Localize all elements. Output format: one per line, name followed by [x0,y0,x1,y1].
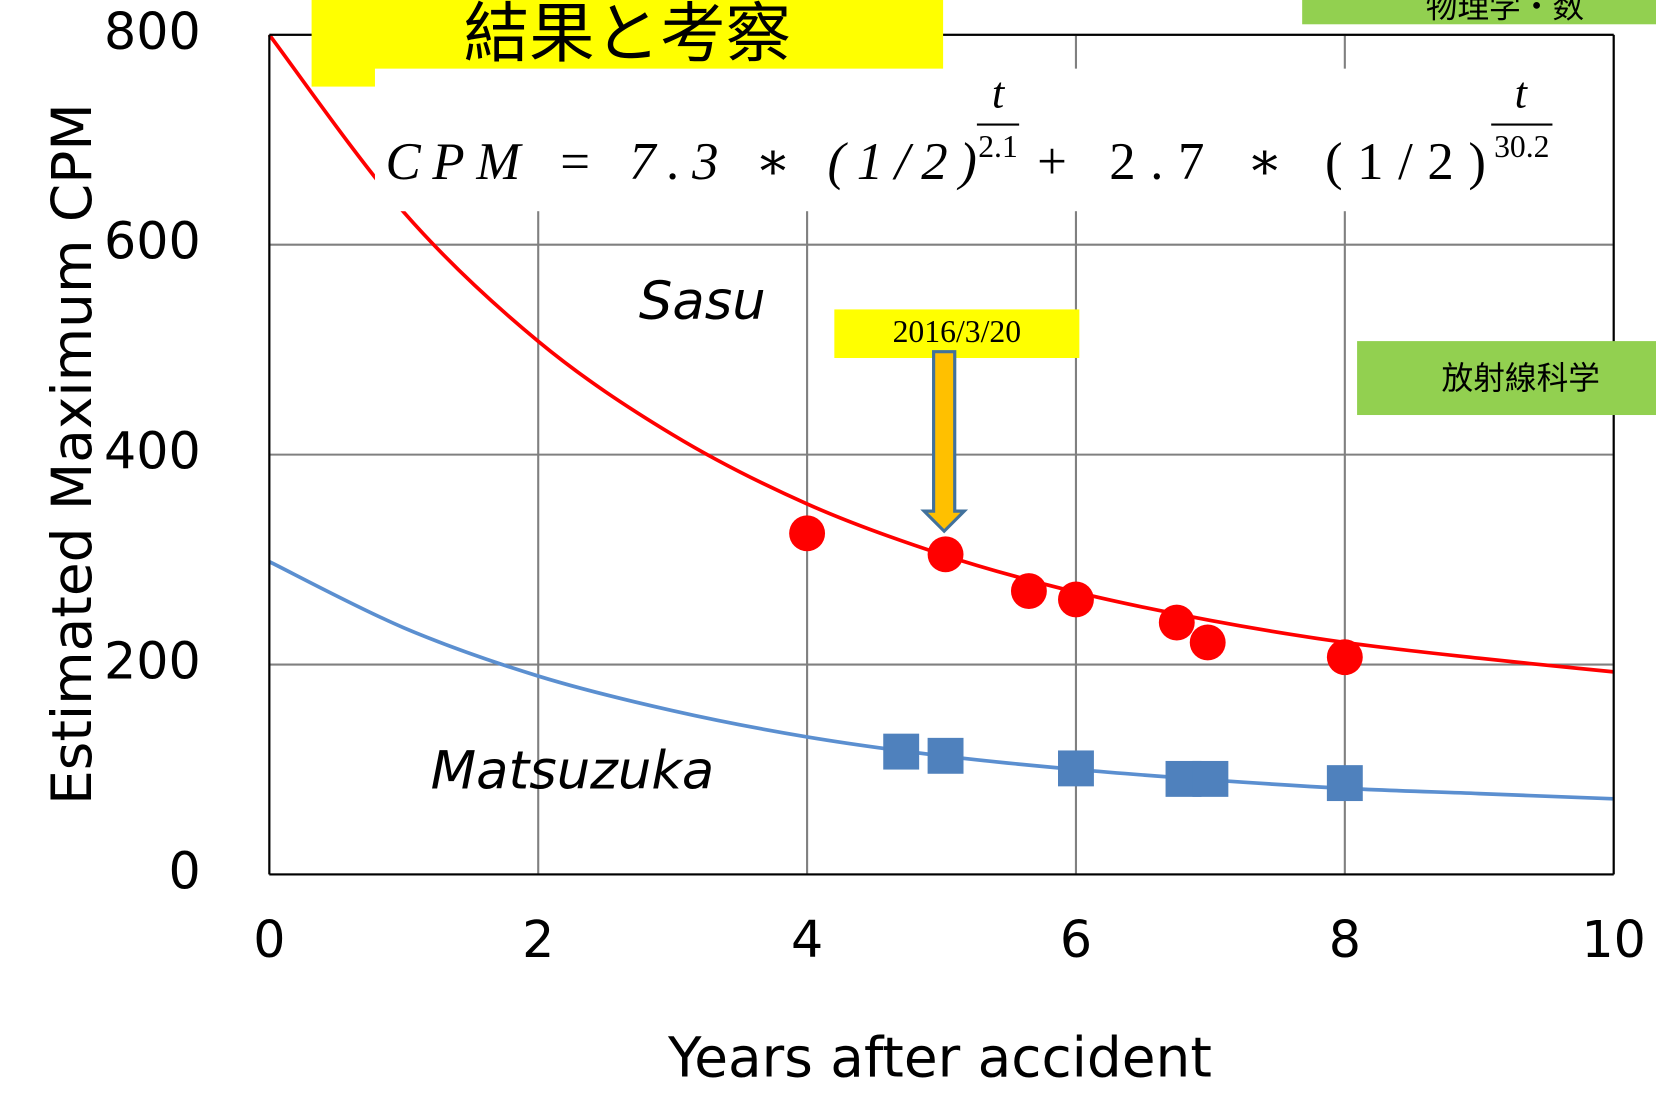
tag-box [1302,0,1656,25]
formula-part: 2.1 [978,129,1018,164]
data-point [1158,604,1195,641]
x-tick-label: 2 [522,910,554,969]
data-point [927,536,964,573]
title: 結果と考察 [464,0,791,72]
formula-part: 30.2 [1494,129,1549,164]
data-point [1192,760,1229,797]
date-box [834,309,1080,358]
x-tick-label: 6 [1060,910,1092,969]
arrow [920,350,969,534]
y-tick-label: 0 [168,841,200,900]
formula-part: t [992,67,1006,117]
tag: 物理学・数 [1426,0,1584,25]
data-point [927,737,964,774]
data-point [1326,639,1363,676]
x-axis-label: Years after accident [667,1025,1212,1089]
x-tick-label: 4 [791,910,823,969]
series-label: Sasu [639,271,766,332]
data-point [883,733,920,770]
formula-part: t [1515,67,1529,117]
formula: CPM = 7.3 ∗ (1/2) t 2.1 + 2.7 ∗ (1/2) t … [374,67,1574,212]
fit-curve [267,33,1614,674]
y-axis-label: Estimated Maximum CPM [40,103,104,805]
tag: 放射線科学 [1442,361,1600,397]
formula-bg [374,68,1574,212]
series-label: Matsuzuka [431,741,715,802]
data-point [1058,750,1094,787]
data-point [789,515,826,552]
y-tick-label: 400 [104,422,201,481]
data-points [789,515,1363,802]
x-tick-label: 0 [253,910,285,969]
x-tick-label: 8 [1329,910,1361,969]
data-point [1326,765,1363,802]
tag-box [1357,341,1656,416]
y-tick-label: 600 [104,212,201,271]
data-point [1058,581,1094,618]
data-point [1189,624,1226,661]
data-point [1010,573,1047,610]
formula-part: + 2.7 ∗ (1/2) [1037,133,1486,191]
x-tick-label: 10 [1581,910,1645,969]
y-tick-label: 800 [104,2,201,61]
date-annotation: 2016/3/20 [893,314,1021,349]
y-tick-label: 200 [104,632,201,691]
